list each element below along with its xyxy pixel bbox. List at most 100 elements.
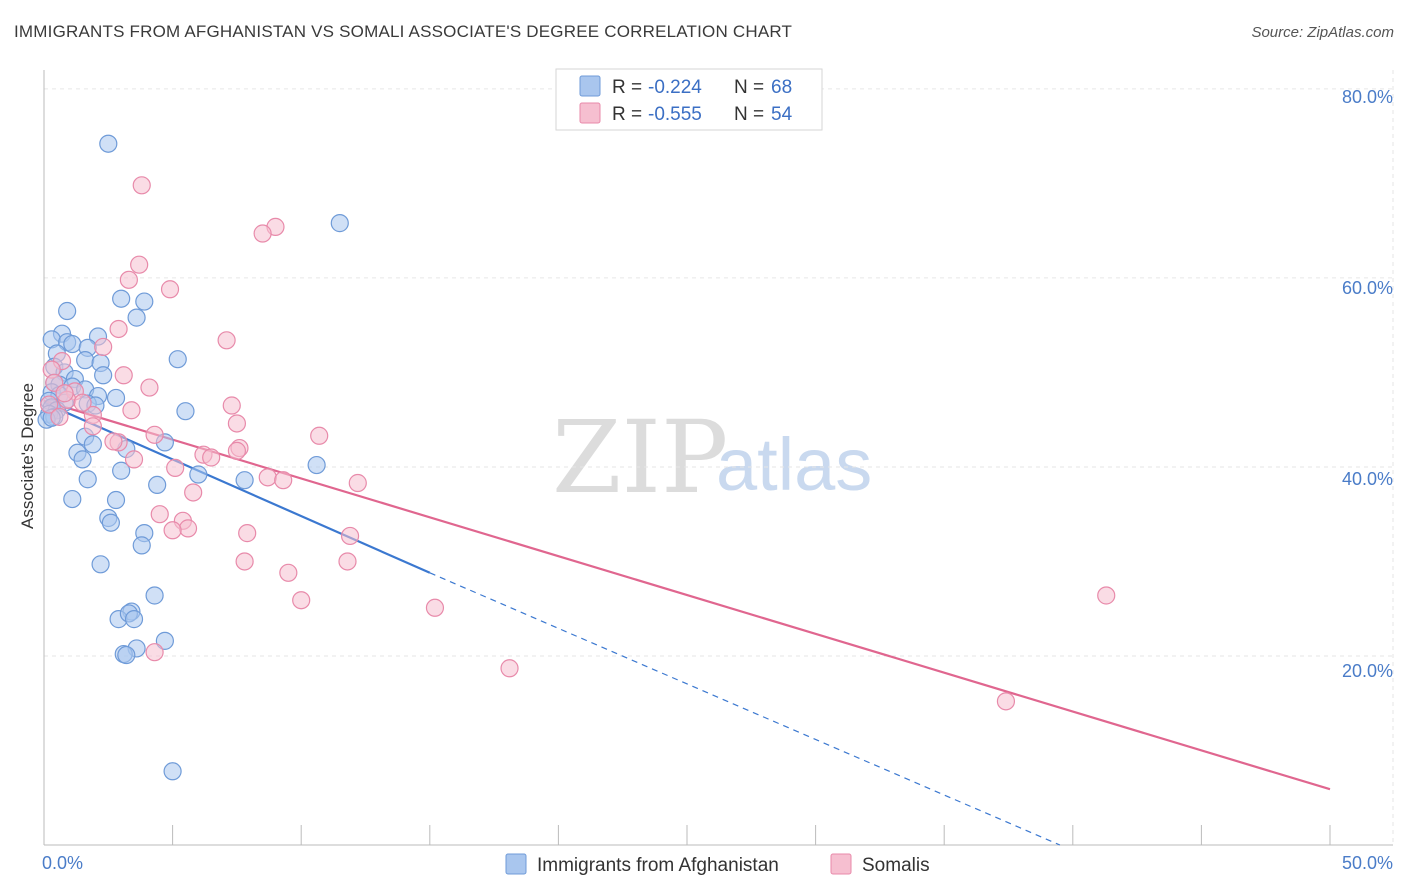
point-afghanistan-1 <box>330 214 349 233</box>
y-tick-label-60: 60.0% <box>1342 278 1393 298</box>
point-somalis-20 <box>50 407 69 426</box>
stats-n-label-afghanistan: N = <box>734 77 764 98</box>
point-somalis-17 <box>222 396 241 415</box>
point-somalis-51 <box>73 393 92 412</box>
point-somalis-44 <box>279 563 298 582</box>
chart-title: IMMIGRANTS FROM AFGHANISTAN VS SOMALI AS… <box>14 22 793 41</box>
stats-n-label-somalis: N = <box>734 104 764 125</box>
point-afghanistan-46 <box>189 465 208 484</box>
legend-swatch-somalis <box>830 853 852 875</box>
point-somalis-4 <box>119 270 138 289</box>
y-tick-label-20: 20.0% <box>1342 661 1393 681</box>
axes <box>43 70 1393 846</box>
point-somalis-6 <box>109 319 128 339</box>
point-afghanistan-56 <box>91 555 110 574</box>
point-somalis-47 <box>1097 586 1116 605</box>
point-somalis-8 <box>94 337 113 357</box>
point-afghanistan-43 <box>73 450 92 469</box>
point-afghanistan-10 <box>63 334 82 354</box>
source-credit: Source: ZipAtlas.com <box>1251 24 1394 41</box>
point-somalis-16 <box>40 395 59 414</box>
point-afghanistan-48 <box>78 470 97 489</box>
point-afghanistan-27 <box>106 388 126 408</box>
point-afghanistan-0 <box>99 134 118 153</box>
point-somalis-13 <box>140 378 159 397</box>
stats-r-value-afghanistan: -0.224 <box>648 77 702 98</box>
point-afghanistan-57 <box>145 586 164 605</box>
trendline-afghanistan <box>43 401 431 574</box>
stats-r-label-afghanistan: R = <box>612 77 642 98</box>
point-somalis-23 <box>145 425 164 444</box>
data-points <box>37 134 1116 781</box>
point-afghanistan-53 <box>101 513 120 532</box>
watermark-atlas: atlas <box>716 423 872 506</box>
point-somalis-48 <box>500 659 519 678</box>
point-somalis-42 <box>235 552 254 571</box>
point-afghanistan-44 <box>307 455 326 475</box>
point-afghanistan-34 <box>176 402 195 421</box>
stats-n-value-somalis: 54 <box>771 104 793 125</box>
point-somalis-52 <box>104 432 123 451</box>
point-somalis-21 <box>227 414 246 433</box>
point-somalis-33 <box>274 471 293 490</box>
point-afghanistan-14 <box>76 351 95 370</box>
point-afghanistan-49 <box>148 475 167 495</box>
point-somalis-43 <box>338 552 357 571</box>
legend-label-somalis: Somalis <box>862 855 930 876</box>
point-afghanistan-13 <box>168 350 187 369</box>
point-afghanistan-47 <box>235 471 254 490</box>
point-somalis-40 <box>238 524 257 543</box>
point-somalis-34 <box>348 473 367 493</box>
point-somalis-39 <box>163 521 182 540</box>
series-legend: Immigrants from Afghanistan Somalis <box>505 853 930 876</box>
point-somalis-46 <box>425 598 445 617</box>
trendlines <box>43 399 1331 846</box>
point-afghanistan-2 <box>112 289 131 308</box>
point-somalis-7 <box>217 331 236 350</box>
point-somalis-38 <box>178 519 198 538</box>
x-tick-label-max: 50.0% <box>1342 853 1393 873</box>
stats-r-value-somalis: -0.555 <box>648 104 702 125</box>
point-afghanistan-51 <box>106 490 126 510</box>
point-afghanistan-18 <box>94 366 113 385</box>
point-afghanistan-61 <box>124 610 144 629</box>
point-somalis-50 <box>145 643 164 662</box>
legend-label-afghanistan: Immigrants from Afghanistan <box>537 855 779 876</box>
point-afghanistan-45 <box>112 461 131 480</box>
point-somalis-24 <box>310 426 329 445</box>
point-somalis-18 <box>122 401 141 420</box>
point-somalis-41 <box>340 526 360 546</box>
trendline-somalis <box>43 399 1331 791</box>
point-afghanistan-62 <box>155 631 174 650</box>
point-afghanistan-40 <box>83 435 102 454</box>
stats-swatch-somalis <box>579 102 601 124</box>
point-somalis-27 <box>227 441 246 460</box>
x-tick-label-min: 0.0% <box>42 853 83 873</box>
point-somalis-35 <box>184 483 203 502</box>
point-somalis-0 <box>132 176 151 195</box>
point-somalis-30 <box>124 450 144 469</box>
point-afghanistan-3 <box>135 292 154 311</box>
stats-legend: R = -0.224 N = 68 R = -0.555 N = 54 <box>555 68 823 131</box>
point-afghanistan-5 <box>127 308 146 327</box>
point-somalis-29 <box>202 448 221 467</box>
point-afghanistan-4 <box>58 301 77 321</box>
point-somalis-31 <box>166 458 185 477</box>
point-afghanistan-65 <box>117 645 136 665</box>
point-somalis-2 <box>253 224 272 243</box>
point-afghanistan-66 <box>163 762 182 781</box>
point-somalis-36 <box>150 505 169 524</box>
point-afghanistan-55 <box>132 536 151 555</box>
point-afghanistan-50 <box>63 489 82 509</box>
point-somalis-49 <box>996 692 1016 711</box>
watermark-zip: ZIP <box>552 399 728 516</box>
point-somalis-32 <box>258 468 277 487</box>
stats-r-label-somalis: R = <box>612 104 642 125</box>
point-somalis-45 <box>292 591 311 610</box>
point-somalis-5 <box>160 280 180 299</box>
point-somalis-11 <box>114 366 133 385</box>
stats-n-value-afghanistan: 68 <box>771 77 792 98</box>
point-somalis-3 <box>130 255 149 274</box>
point-somalis-22 <box>83 417 102 436</box>
